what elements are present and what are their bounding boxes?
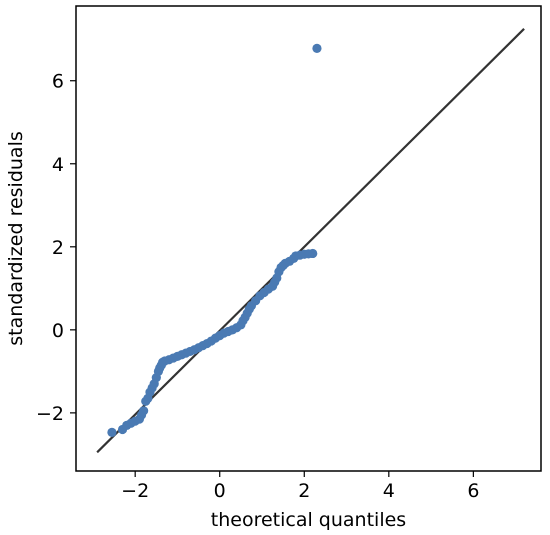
data-point-60 [312,43,322,53]
x-tick-label-2: 2 [298,480,310,502]
reference-line [96,28,525,454]
data-point-0 [107,427,117,437]
data-points [107,43,322,437]
plot-frame [75,5,542,472]
y-tick-label-3: 4 [52,154,64,176]
y-tick-label-1: 0 [52,320,64,342]
x-tick-label-4: 6 [467,480,479,502]
reference-line-layer [96,28,525,454]
x-tick-label-0: −2 [121,480,149,502]
y-tick-label-4: 6 [52,71,64,93]
y-axis-title: standardized residuals [5,131,27,346]
y-tick-label-0: −2 [36,403,64,425]
y-tick-label-2: 2 [52,237,64,259]
x-axis-title: theoretical quantiles [211,509,406,531]
x-tick-label-3: 4 [383,480,395,502]
data-point-7 [139,406,149,416]
y-axis-ticks: −2 0 2 4 6 [36,71,76,425]
data-point-59 [308,248,318,259]
x-tick-label-1: 0 [214,480,226,502]
x-axis-ticks: −2 0 2 4 6 [121,471,479,502]
